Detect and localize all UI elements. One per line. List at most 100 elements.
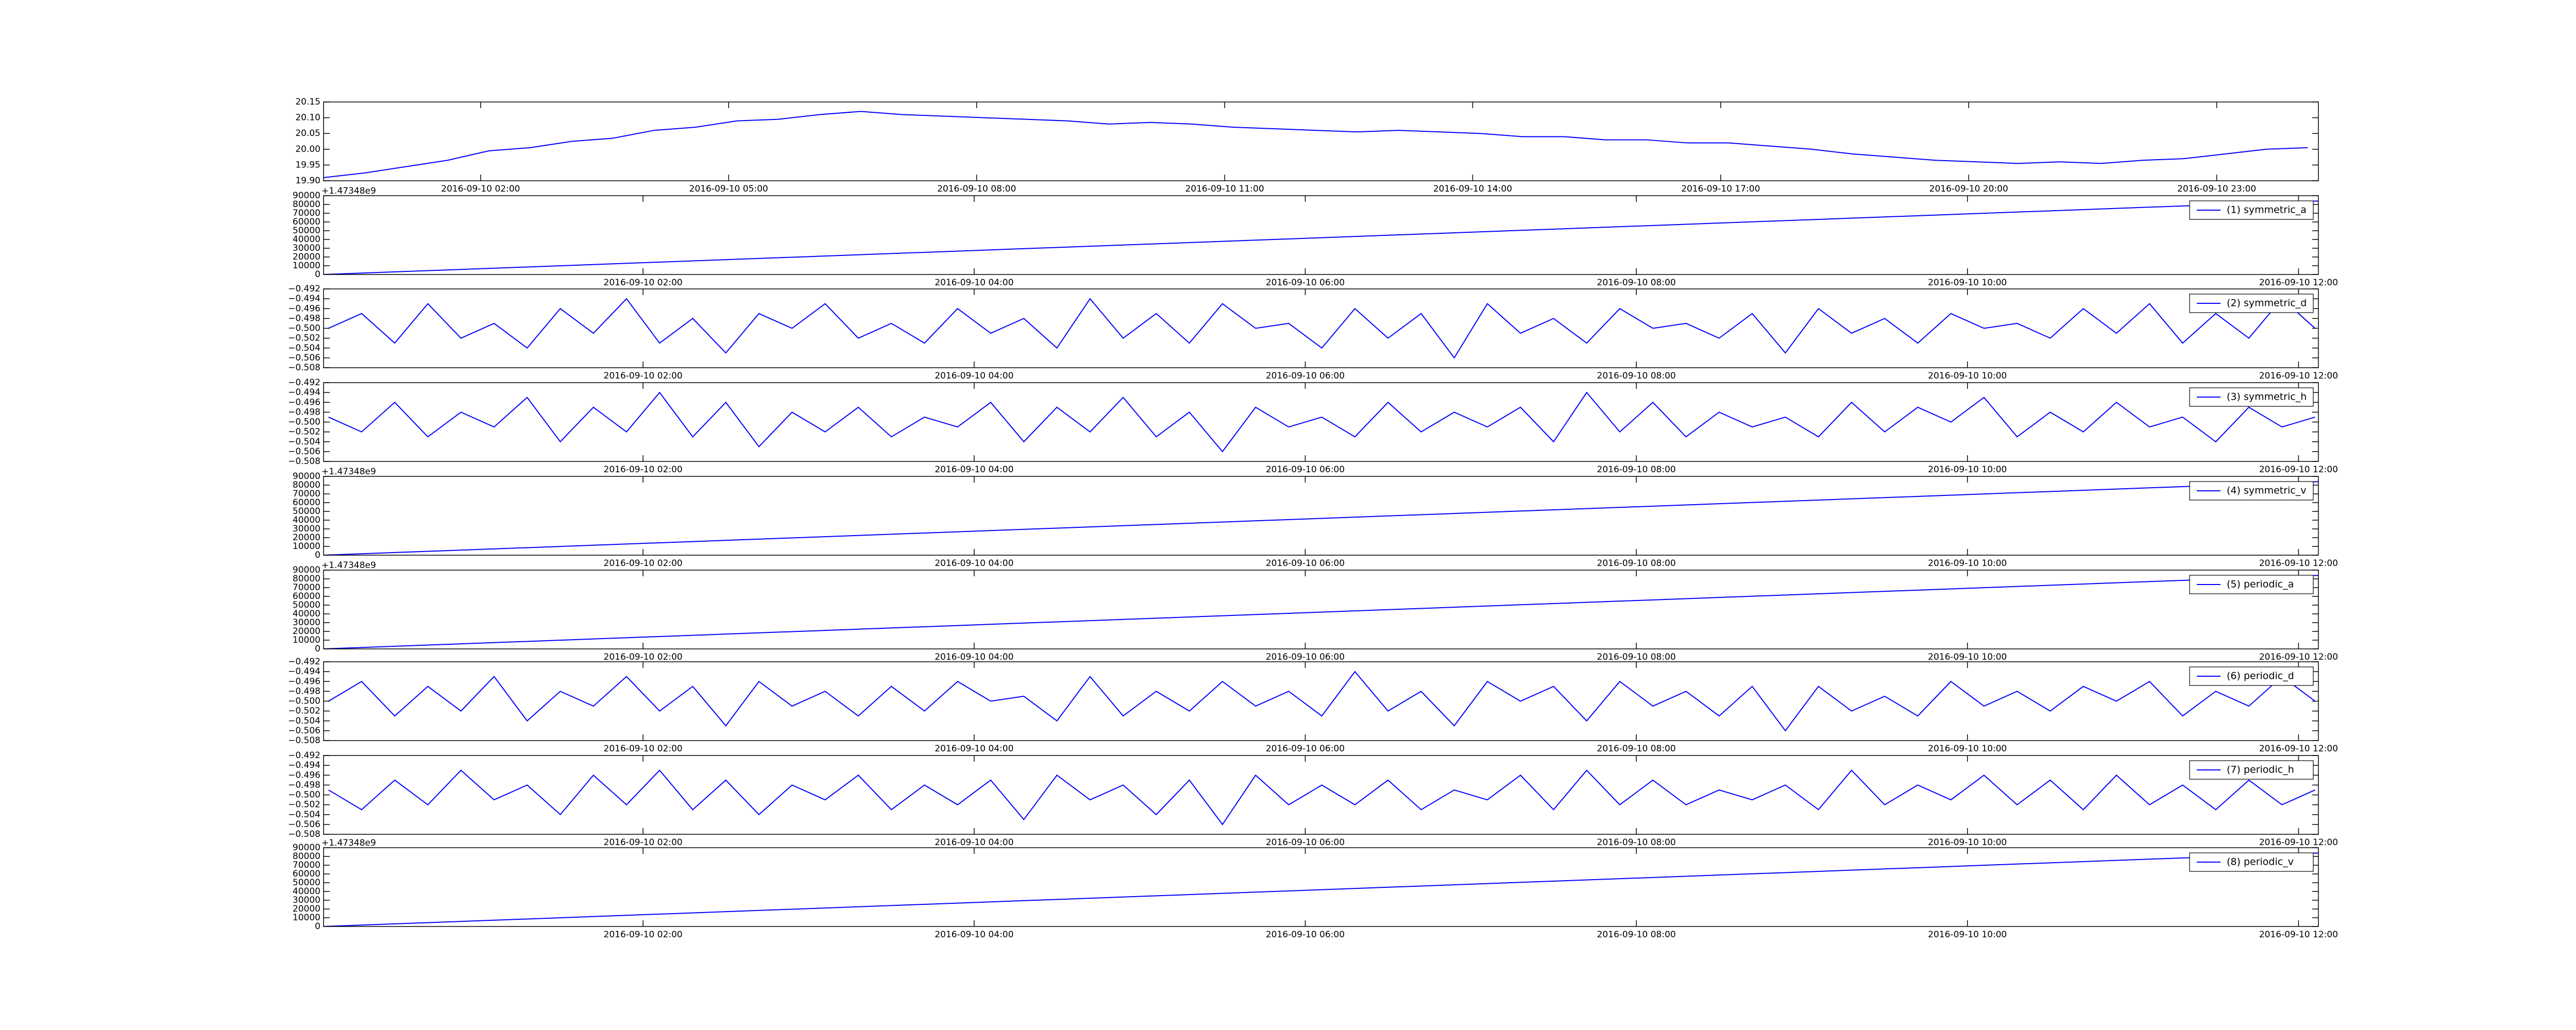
- x-tick-label: 2016-09-10 10:00: [1928, 744, 2007, 754]
- axes-frame: [323, 570, 2319, 649]
- subplot: −0.508−0.506−0.504−0.502−0.500−0.498−0.4…: [288, 750, 2338, 848]
- y-tick-label: −0.506: [288, 819, 320, 830]
- plot-area: [328, 391, 2315, 453]
- plot-area: [324, 111, 2308, 178]
- legend-label: (6) periodic_d: [2227, 671, 2294, 682]
- subplot: 19.90 19.95 20.00 20.05 20.10 20.15 2016-09-10…: [295, 97, 2319, 194]
- y-tick-label: 60000: [293, 591, 320, 602]
- x-tick-label: 2016-09-10 06:00: [1266, 744, 1345, 754]
- y-tick-label: −0.492: [288, 657, 320, 667]
- y-tick-label: −0.504: [288, 810, 320, 820]
- y-tick-label: 20000: [293, 904, 320, 914]
- x-tick-label: 2016-09-10 10:00: [1928, 465, 2007, 475]
- y-tick-label: 30000: [293, 524, 320, 534]
- y-tick-label: −0.498: [288, 686, 320, 696]
- series-line: [328, 769, 2315, 826]
- x-tick-label: 2016-09-10 02:00: [441, 184, 520, 194]
- y-tick-label: 10000: [293, 635, 320, 645]
- y-tick-label: 50000: [293, 226, 320, 236]
- x-tick-label: 2016-09-10 10:00: [1928, 652, 2007, 662]
- y-tick-label: 80000: [293, 851, 320, 862]
- y-tick-label: 20000: [293, 626, 320, 637]
- x-tick-label: 2016-09-10 12:00: [2259, 837, 2338, 848]
- x-tick-label: 2016-09-10 02:00: [604, 371, 683, 381]
- y-tick-label: −0.502: [288, 427, 320, 437]
- y-tick-label: −0.498: [288, 407, 320, 417]
- subplot: 0100002000030000400005000060000700008000…: [293, 838, 2338, 940]
- y-tick-label: 90000: [293, 843, 320, 853]
- y-tick-label: −0.502: [288, 800, 320, 810]
- y-tick-label: 20.15: [295, 97, 320, 107]
- x-tick-label: 2016-09-10 04:00: [935, 930, 1013, 940]
- y-offset-label: +1.47348e9: [321, 560, 376, 571]
- x-tick-label: 2016-09-10 20:00: [1929, 184, 2008, 194]
- axes-frame: [323, 382, 2319, 462]
- series-line: [324, 852, 2318, 926]
- y-tick-label: 60000: [293, 217, 320, 227]
- plot-area: [324, 852, 2318, 926]
- x-tick-label: 2016-09-10 12:00: [2259, 465, 2338, 475]
- x-tick-label: 2016-09-10 10:00: [1928, 278, 2007, 288]
- y-tick-label: 10000: [293, 541, 320, 552]
- y-tick-label: 70000: [293, 208, 320, 218]
- y-tick-label: 0: [315, 269, 320, 280]
- x-tick-label: 2016-09-10 08:00: [1597, 371, 1676, 381]
- legend-label: (3) symmetric_h: [2227, 391, 2307, 403]
- y-offset-label: +1.47348e9: [321, 838, 376, 848]
- x-tick-label: 2016-09-10 11:00: [1185, 184, 1264, 194]
- x-tick-label: 2016-09-10 02:00: [604, 278, 683, 288]
- x-tick-label: 2016-09-10 02:00: [604, 652, 683, 662]
- x-tick-label: 2016-09-10 08:00: [1597, 465, 1676, 475]
- y-tick-label: 40000: [293, 234, 320, 245]
- x-tick-label: 2016-09-10 08:00: [1597, 930, 1676, 940]
- y-tick-label: 60000: [293, 869, 320, 879]
- x-tick-label: 2016-09-10 17:00: [1681, 184, 1760, 194]
- x-tick-label: 2016-09-10 02:00: [604, 558, 683, 569]
- x-tick-label: 2016-09-10 04:00: [935, 465, 1013, 475]
- y-tick-label: −0.508: [288, 456, 320, 467]
- y-tick-label: 19.90: [295, 176, 320, 186]
- x-tick-label: 2016-09-10 04:00: [935, 278, 1013, 288]
- y-tick-label: 30000: [293, 617, 320, 628]
- x-tick-label: 2016-09-10 10:00: [1928, 837, 2007, 848]
- y-tick-label: −0.500: [288, 417, 320, 427]
- y-tick-label: 19.95: [295, 160, 320, 170]
- x-tick-label: 2016-09-10 08:00: [1597, 558, 1676, 569]
- y-tick-label: 40000: [293, 609, 320, 619]
- y-tick-label: 80000: [293, 199, 320, 210]
- plot-area: [328, 298, 2316, 359]
- x-tick-label: 2016-09-10 08:00: [937, 184, 1016, 194]
- y-tick-label: −0.508: [288, 829, 320, 839]
- x-tick-label: 2016-09-10 12:00: [2259, 371, 2338, 381]
- y-tick-label: −0.496: [288, 397, 320, 407]
- plot-area: [324, 200, 2318, 274]
- y-tick-label: 0: [315, 644, 320, 654]
- axes-frame: [323, 661, 2319, 741]
- y-tick-label: 20000: [293, 252, 320, 262]
- x-tick-label: 2016-09-10 06:00: [1266, 558, 1345, 569]
- y-tick-label: −0.500: [288, 790, 320, 800]
- y-tick-label: 0: [315, 921, 320, 932]
- axes-frame: [323, 755, 2319, 835]
- y-tick-label: 70000: [293, 489, 320, 499]
- y-offset-label: +1.47348e9: [321, 186, 376, 196]
- y-tick-label: 40000: [293, 515, 320, 525]
- y-tick-label: 30000: [293, 895, 320, 905]
- y-tick-label: −0.508: [288, 363, 320, 373]
- x-tick-label: 2016-09-10 06:00: [1266, 465, 1345, 475]
- series-line: [324, 200, 2318, 274]
- y-tick-label: 30000: [293, 243, 320, 253]
- y-tick-label: 20.05: [295, 128, 320, 139]
- series-line: [324, 481, 2318, 555]
- plot-area: [328, 671, 2316, 732]
- y-tick-label: 40000: [293, 886, 320, 897]
- y-tick-label: −0.496: [288, 303, 320, 314]
- y-tick-label: −0.504: [288, 437, 320, 447]
- x-tick-label: 2016-09-10 23:00: [2177, 184, 2256, 194]
- legend-label: (2) symmetric_d: [2227, 298, 2307, 309]
- y-tick-label: 50000: [293, 600, 320, 610]
- x-tick-label: 2016-09-10 10:00: [1928, 371, 2007, 381]
- axes-frame: [323, 476, 2319, 556]
- y-tick-label: −0.494: [288, 387, 320, 398]
